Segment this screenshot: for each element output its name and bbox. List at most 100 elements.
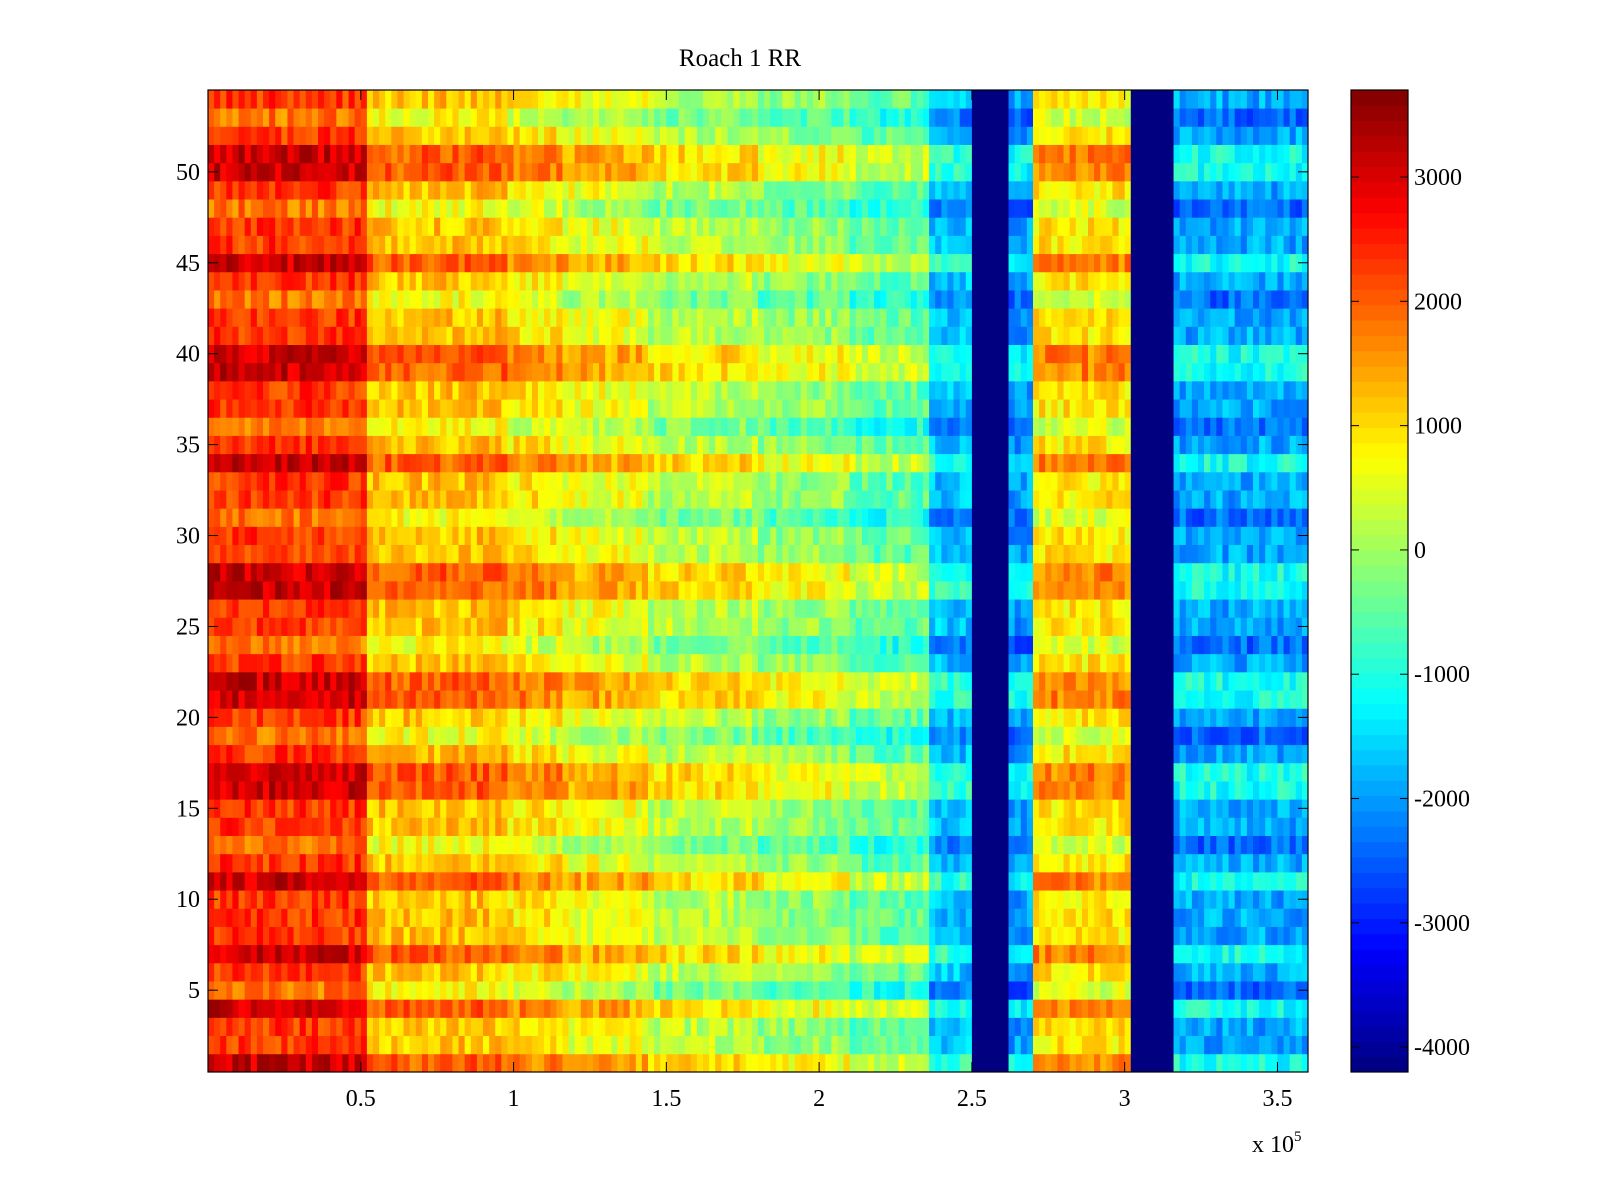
heatmap-cell — [366, 271, 374, 291]
heatmap-cell — [501, 490, 508, 509]
heatmap-cell — [660, 362, 667, 382]
heatmap-cell — [562, 162, 569, 182]
heatmap-cell — [599, 599, 606, 618]
heatmap-cell — [709, 526, 716, 546]
heatmap-cell — [434, 144, 441, 164]
heatmap-cell — [238, 344, 246, 364]
heatmap-cell — [739, 453, 747, 473]
heatmap-cell — [495, 1017, 502, 1037]
heatmap-cell — [348, 90, 356, 109]
heatmap-cell — [586, 799, 594, 818]
heatmap-cell — [666, 690, 673, 709]
heatmap-cell — [758, 235, 765, 255]
heatmap-cell — [440, 690, 447, 709]
heatmap-cell — [550, 1035, 557, 1055]
heatmap-cell — [745, 781, 753, 800]
heatmap-cell — [299, 180, 307, 200]
heatmap-cell — [641, 144, 649, 164]
heatmap-cell — [434, 362, 441, 382]
heatmap-cell — [281, 162, 288, 182]
heatmap-cell — [373, 271, 380, 291]
heatmap-cell — [238, 653, 246, 673]
heatmap-cell — [678, 235, 686, 255]
heatmap-cell — [715, 344, 722, 364]
heatmap-cell — [421, 871, 429, 891]
heatmap-cell — [544, 435, 551, 455]
heatmap-cell — [208, 926, 215, 946]
heatmap-cell — [220, 453, 227, 473]
heatmap-cell — [489, 162, 496, 182]
heatmap-cell — [654, 762, 661, 782]
heatmap-cell — [519, 981, 527, 1000]
heatmap-cell — [342, 417, 349, 436]
heatmap-cell — [373, 744, 380, 764]
heatmap-cell — [605, 435, 612, 455]
heatmap-cell — [764, 362, 771, 382]
heatmap-cell — [519, 871, 527, 891]
heatmap-cell — [721, 290, 728, 309]
heatmap-cell — [385, 162, 392, 182]
heatmap-cell — [745, 235, 753, 255]
heatmap-cell — [366, 762, 374, 782]
heatmap-cell — [421, 199, 429, 218]
heatmap-cell — [727, 180, 734, 200]
heatmap-cell — [538, 853, 545, 873]
heatmap-cell — [208, 380, 215, 400]
heatmap-cell — [354, 490, 362, 509]
heatmap-cell — [641, 762, 649, 782]
heatmap-cell — [250, 690, 258, 709]
heatmap-cell — [739, 253, 747, 273]
heatmap-cell — [568, 926, 576, 946]
heatmap-cell — [269, 599, 276, 618]
heatmap-cell — [397, 490, 404, 509]
heatmap-cell — [299, 908, 307, 927]
heatmap-cell — [318, 526, 325, 546]
heatmap-cell — [703, 199, 710, 218]
heatmap-cell — [318, 762, 325, 782]
heatmap-cell — [287, 199, 294, 218]
heatmap-cell — [244, 671, 252, 691]
heatmap-cell — [501, 380, 508, 400]
heatmap-cell — [470, 835, 478, 855]
heatmap-cell — [214, 581, 221, 600]
heatmap-cell — [574, 962, 582, 982]
heatmap-cell — [250, 417, 258, 436]
heatmap-cell — [684, 999, 692, 1018]
heatmap-cell — [660, 544, 667, 564]
heatmap-cell — [464, 526, 472, 546]
heatmap-cell — [751, 835, 759, 855]
heatmap-cell — [360, 162, 368, 182]
heatmap-cell — [483, 581, 490, 600]
heatmap-cell — [348, 144, 356, 164]
heatmap-cell — [531, 762, 539, 782]
heatmap-cell — [348, 581, 356, 600]
heatmap-cell — [208, 144, 215, 164]
heatmap-cell — [745, 217, 753, 236]
heatmap-cell — [586, 326, 594, 345]
heatmap-cell — [391, 490, 398, 509]
heatmap-cell — [263, 871, 270, 891]
heatmap-cell — [764, 217, 771, 236]
heatmap-cell — [464, 362, 472, 382]
heatmap-cell — [696, 708, 704, 727]
heatmap-cell — [226, 781, 233, 800]
heatmap-cell — [733, 999, 741, 1018]
heatmap-cell — [293, 417, 301, 436]
heatmap-cell — [715, 544, 722, 564]
heatmap-cell — [409, 981, 417, 1000]
heatmap-cell — [538, 362, 545, 382]
heatmap-cell — [690, 799, 698, 818]
heatmap-cell — [666, 180, 673, 200]
heatmap-cell — [666, 526, 673, 546]
heatmap-cell — [715, 853, 722, 873]
heatmap-cell — [281, 180, 288, 200]
heatmap-cell — [458, 526, 466, 546]
heatmap-cell — [232, 199, 239, 218]
heatmap-cell — [501, 417, 508, 436]
heatmap-cell — [318, 635, 325, 655]
heatmap-cell — [501, 908, 508, 927]
heatmap-cell — [440, 126, 447, 145]
heatmap-cell — [263, 217, 270, 236]
heatmap-cell — [623, 744, 631, 764]
heatmap-cell — [226, 871, 233, 891]
